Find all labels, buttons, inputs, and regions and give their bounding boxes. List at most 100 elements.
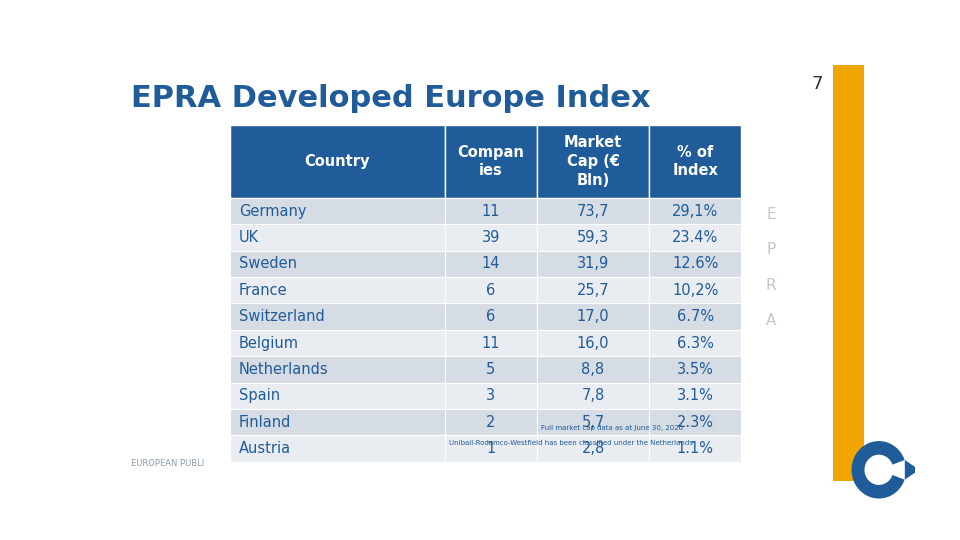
Bar: [649, 224, 741, 251]
Text: 14: 14: [482, 256, 500, 272]
Text: France: France: [239, 283, 288, 298]
Bar: [649, 330, 741, 356]
Text: Germany: Germany: [239, 204, 306, 219]
Text: 3.5%: 3.5%: [677, 362, 713, 377]
Text: 17,0: 17,0: [577, 309, 610, 324]
Text: 6: 6: [486, 283, 495, 298]
Text: 12.6%: 12.6%: [672, 256, 718, 272]
Text: EPRA Developed Europe Index: EPRA Developed Europe Index: [132, 84, 651, 112]
Text: Spain: Spain: [239, 388, 280, 403]
Text: P: P: [766, 242, 776, 258]
Polygon shape: [852, 441, 904, 498]
Bar: [230, 277, 444, 303]
Text: 3: 3: [486, 388, 495, 403]
Bar: [444, 303, 537, 330]
Text: 25,7: 25,7: [577, 283, 610, 298]
Text: Compan
ies: Compan ies: [457, 145, 524, 178]
Bar: [649, 251, 741, 277]
Text: 2: 2: [486, 415, 495, 430]
Bar: [230, 330, 444, 356]
Bar: [537, 277, 649, 303]
Bar: [444, 277, 537, 303]
Bar: [444, 224, 537, 251]
Bar: [444, 435, 537, 462]
Text: 8,8: 8,8: [582, 362, 605, 377]
Bar: [537, 251, 649, 277]
Text: 6: 6: [486, 309, 495, 324]
Text: 7,8: 7,8: [582, 388, 605, 403]
Text: 5: 5: [486, 362, 495, 377]
Bar: [230, 356, 444, 383]
Bar: [537, 409, 649, 435]
Bar: [230, 383, 444, 409]
Text: A: A: [766, 313, 777, 328]
Text: 7: 7: [811, 75, 823, 93]
Bar: [444, 409, 537, 435]
Bar: [649, 125, 741, 198]
Bar: [649, 356, 741, 383]
Bar: [444, 383, 537, 409]
Bar: [230, 251, 444, 277]
Text: 39: 39: [482, 230, 500, 245]
Text: 16,0: 16,0: [577, 335, 610, 350]
Text: 2,8: 2,8: [582, 441, 605, 456]
Text: 6.3%: 6.3%: [677, 335, 713, 350]
Bar: [230, 303, 444, 330]
Text: 11: 11: [482, 335, 500, 350]
Text: UK: UK: [239, 230, 259, 245]
Text: E: E: [766, 207, 776, 222]
Text: 6.7%: 6.7%: [677, 309, 714, 324]
Bar: [649, 303, 741, 330]
Bar: [537, 303, 649, 330]
Text: 29,1%: 29,1%: [672, 204, 718, 219]
Polygon shape: [904, 460, 920, 480]
Text: Netherlands: Netherlands: [239, 362, 328, 377]
Bar: [537, 198, 649, 224]
Bar: [537, 435, 649, 462]
Bar: [444, 125, 537, 198]
Text: EUROPEAN PUBLI: EUROPEAN PUBLI: [132, 459, 204, 468]
Text: Unibail-Rodamco-Westfield has been classified under the Netherlands: Unibail-Rodamco-Westfield has been class…: [448, 440, 692, 446]
Text: Finland: Finland: [239, 415, 292, 430]
Text: 10,2%: 10,2%: [672, 283, 718, 298]
Text: Austria: Austria: [239, 441, 291, 456]
Bar: [230, 224, 444, 251]
Text: R: R: [766, 278, 777, 293]
Text: Belgium: Belgium: [239, 335, 300, 350]
Text: Sweden: Sweden: [239, 256, 297, 272]
Bar: [832, 65, 864, 481]
Text: 31,9: 31,9: [577, 256, 610, 272]
Bar: [444, 356, 537, 383]
Text: Country: Country: [304, 154, 371, 169]
Text: Market
Cap (€
Bln): Market Cap (€ Bln): [564, 136, 622, 187]
Bar: [230, 409, 444, 435]
Bar: [537, 125, 649, 198]
Text: 1.1%: 1.1%: [677, 441, 713, 456]
Text: 73,7: 73,7: [577, 204, 610, 219]
Bar: [444, 251, 537, 277]
Bar: [649, 409, 741, 435]
Text: 23.4%: 23.4%: [672, 230, 718, 245]
Bar: [537, 224, 649, 251]
Text: 11: 11: [482, 204, 500, 219]
Bar: [649, 277, 741, 303]
Bar: [230, 435, 444, 462]
Text: 59,3: 59,3: [577, 230, 610, 245]
Text: Switzerland: Switzerland: [239, 309, 324, 324]
Bar: [230, 198, 444, 224]
Bar: [537, 383, 649, 409]
Bar: [444, 330, 537, 356]
Text: % of
Index: % of Index: [672, 145, 718, 178]
Bar: [649, 435, 741, 462]
Text: 3.1%: 3.1%: [677, 388, 713, 403]
Text: 5,7: 5,7: [582, 415, 605, 430]
Text: 1: 1: [486, 441, 495, 456]
Bar: [230, 125, 444, 198]
Text: 2.3%: 2.3%: [677, 415, 713, 430]
Bar: [537, 356, 649, 383]
Bar: [444, 198, 537, 224]
Bar: [649, 383, 741, 409]
Text: Full market cap data as at June 30, 2020: Full market cap data as at June 30, 2020: [540, 425, 683, 431]
Bar: [649, 198, 741, 224]
Bar: [537, 330, 649, 356]
